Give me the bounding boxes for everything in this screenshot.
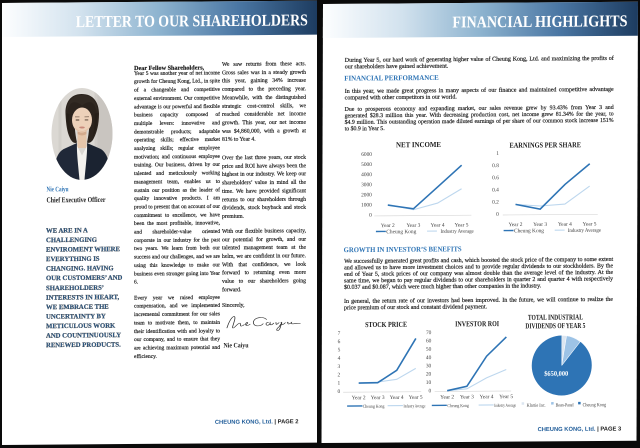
svg-text:EARNINGS PER SHARE: EARNINGS PER SHARE [509,141,581,151]
svg-text:STOCK PRICE: STOCK PRICE [365,320,407,329]
svg-text:TOTAL INDUSTRIAL: TOTAL INDUSTRIAL [527,313,582,322]
svg-text:0.8: 0.8 [492,163,499,169]
svg-text:Klartie Inc.: Klartie Inc. [526,404,545,409]
svg-text:0.2: 0.2 [492,200,499,206]
svg-text:Year 2: Year 2 [440,395,454,401]
svg-text:Cheung Kong: Cheung Kong [514,228,544,234]
svg-text:Year 3: Year 3 [406,223,420,229]
svg-text:1000: 1000 [361,203,372,209]
svg-text:Bean-Panel: Bean-Panel [555,404,573,409]
svg-text:Year 3: Year 3 [370,395,384,401]
svg-text:4: 4 [337,356,340,362]
svg-text:60: 60 [425,339,431,345]
svg-text:$650,000: $650,000 [544,370,568,378]
svg-text:30: 30 [425,364,431,370]
svg-text:CHEUNG KONG, Ltd. | PAGE 3: CHEUNG KONG, Ltd. | PAGE 3 [537,427,621,434]
svg-text:40: 40 [425,355,431,361]
svg-text:Year 3: Year 3 [459,395,473,401]
svg-text:FINANCIAL PERFORMANCE: FINANCIAL PERFORMANCE [344,74,439,83]
svg-text:FINANCIAL HIGHLIGHTS: FINANCIAL HIGHLIGHTS [452,12,627,32]
svg-text:INVESTOR ROI: INVESTOR ROI [455,319,499,328]
svg-text:Industry Average: Industry Average [494,403,516,408]
svg-text:DIVIDENDS OF YEAR 5: DIVIDENDS OF YEAR 5 [525,321,585,330]
svg-text:10: 10 [425,380,431,386]
svg-text:0.6: 0.6 [492,176,499,182]
svg-text:2: 2 [337,373,340,379]
svg-text:Year 5: Year 5 [408,395,422,401]
svg-text:LETTER TO OUR SHAREHOLDERS: LETTER TO OUR SHAREHOLDERS [76,10,308,31]
svg-text:0: 0 [369,213,372,219]
svg-text:Year 2: Year 2 [380,223,394,229]
svg-text:Chief Executive Officer: Chief Executive Officer [47,195,107,204]
svg-text:Year 3: Year 3 [533,222,547,228]
svg-text:Year 4: Year 4 [557,222,571,228]
svg-text:2000: 2000 [361,193,372,199]
svg-text:7: 7 [337,331,340,337]
svg-text:Industry Average: Industry Average [567,228,601,234]
svg-text:Cheung Kong: Cheung Kong [386,229,416,235]
svg-text:0: 0 [337,389,340,395]
svg-text:Year 2: Year 2 [508,222,522,228]
svg-text:Year 2: Year 2 [351,395,365,401]
svg-text:0: 0 [428,389,431,395]
svg-text:CHEUNG KONG, Ltd. | PAGE 2: CHEUNG KONG, Ltd. | PAGE 2 [215,419,299,426]
svg-text:Cheung Kong: Cheung Kong [447,403,469,408]
svg-text:Year 4: Year 4 [389,395,403,401]
svg-text:3: 3 [337,364,340,370]
svg-text:Industry Average: Industry Average [403,404,425,409]
svg-text:20: 20 [425,372,431,378]
svg-text:Industry Average: Industry Average [440,229,474,235]
svg-text:3000: 3000 [361,183,372,189]
svg-text:1: 1 [496,151,499,157]
svg-text:5: 5 [337,348,340,354]
svg-text:Cheung Kong: Cheung Kong [362,404,384,409]
svg-text:70: 70 [425,330,431,336]
svg-text:0: 0 [496,212,499,218]
svg-text:Year 4: Year 4 [479,395,493,401]
svg-text:Year 5: Year 5 [499,394,513,400]
svg-text:50: 50 [425,347,431,353]
svg-text:0.4: 0.4 [492,188,499,194]
svg-text:6: 6 [337,339,340,345]
svg-text:Cheung Kong: Cheung Kong [582,404,606,409]
svg-text:Nie Caiyu: Nie Caiyu [47,185,69,193]
svg-text:GROWTH IN INVESTOR’S BENEFITS: GROWTH IN INVESTOR’S BENEFITS [343,246,461,255]
svg-text:Year 5: Year 5 [582,222,596,228]
svg-text:4000: 4000 [361,172,372,178]
svg-text:Nie Caiyu: Nie Caiyu [224,342,249,349]
svg-text:Year 5: Year 5 [454,223,468,229]
svg-text:6000: 6000 [361,152,372,158]
svg-text:Year 4: Year 4 [430,223,444,229]
svg-text:5000: 5000 [361,162,372,168]
svg-text:1: 1 [337,381,340,387]
svg-text:NET INCOME: NET INCOME [396,140,441,149]
